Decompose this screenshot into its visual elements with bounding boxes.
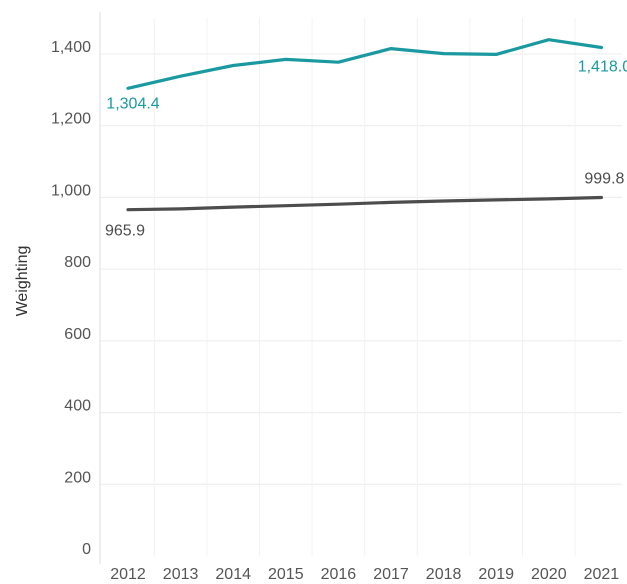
x-tick-label-2012: 2012 (110, 566, 146, 583)
y-tick-label-4: 800 (64, 254, 91, 271)
series-0-start-label: 1,304.4 (106, 95, 159, 112)
x-tick-label-2015: 2015 (268, 566, 304, 583)
y-tick-label-6: 1,200 (51, 111, 91, 128)
series-lines (126, 38, 604, 212)
x-tick-label-2017: 2017 (373, 566, 409, 583)
x-tick-label-2014: 2014 (215, 566, 251, 583)
x-tick-label-2019: 2019 (478, 566, 514, 583)
grid-lines (100, 18, 622, 556)
x-tick-label-2013: 2013 (163, 566, 199, 583)
x-tick-label-2018: 2018 (426, 566, 462, 583)
series-0-end-label: 1,418.0 (578, 59, 627, 76)
series-line-1 (126, 195, 604, 212)
y-tick-label-7: 1,400 (51, 39, 91, 56)
series-1-end-label: 999.8 (584, 171, 624, 188)
y-tick-label-3: 600 (64, 326, 91, 343)
y-tick-label-1: 200 (64, 469, 91, 486)
y-tick-label-5: 1,000 (51, 182, 91, 199)
y-tick-label-2: 400 (64, 398, 91, 415)
y-tick-label-0: 0 (82, 541, 91, 558)
y-axis-ticks: 0 200 400 600 800 1,000 1,200 1,400 (51, 39, 91, 558)
series-1-start-label: 965.9 (105, 223, 145, 240)
x-tick-label-2016: 2016 (321, 566, 357, 583)
y-axis-title: Weighting (14, 246, 31, 317)
data-labels: 1,304.4 1,418.0 965.9 999.8 (105, 59, 627, 240)
x-tick-label-2020: 2020 (531, 566, 567, 583)
series-line-0 (126, 38, 604, 90)
x-axis-ticks: 2012 2013 2014 2015 2016 2017 2018 2019 2020 2021 (110, 566, 619, 583)
x-tick-label-2021: 2021 (584, 566, 620, 583)
